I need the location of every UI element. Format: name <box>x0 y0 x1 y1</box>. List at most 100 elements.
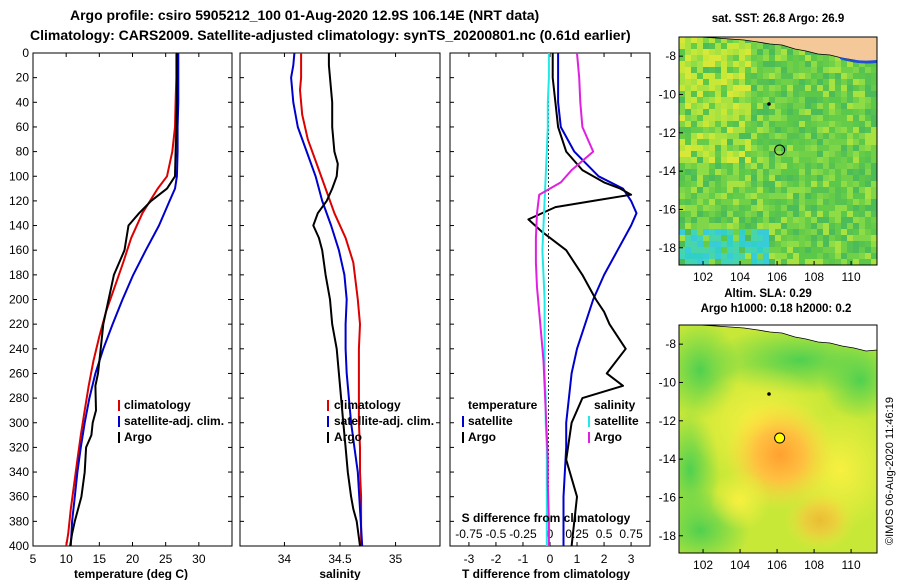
series-line-s-argo <box>534 52 595 546</box>
x-top-tick-label: 0.5 <box>596 527 613 541</box>
depth-tick-label: 380 <box>9 514 29 528</box>
x-tick-label: -2 <box>491 552 502 566</box>
map-lat-label: -16 <box>659 202 677 216</box>
sst-coastal-cold <box>840 57 877 64</box>
map-lat-label: -8 <box>665 337 676 351</box>
x-tick-label: 25 <box>159 552 173 566</box>
temperature-panel-frame <box>32 52 233 547</box>
sla-map-frame <box>678 324 878 554</box>
map-lat-label: -14 <box>659 164 677 178</box>
sla-map-title2: Argo h1000: 0.18 h2000: 0.2 <box>701 303 852 315</box>
sla-map-ticks: 102 104 106 108 110 -8 -10 -12 -14 -16 -18 <box>659 337 861 572</box>
map-lon-label: 108 <box>804 558 824 572</box>
map-lon-label: 104 <box>730 270 750 284</box>
sst-argo-marker <box>774 144 786 156</box>
difference-xlabel-top: S difference from climatology <box>462 511 631 525</box>
series-line-argo <box>312 53 361 547</box>
x-tick-label: 2 <box>601 552 608 566</box>
map-lat-label: -8 <box>665 49 676 63</box>
legend-t-satellite: satellite <box>468 414 513 428</box>
x-tick-label: 34 <box>278 552 292 566</box>
depth-tick-label: 340 <box>9 465 29 479</box>
sst-map-title: sat. SST: 26.8 Argo: 26.9 <box>712 13 845 25</box>
sla-argo-marker <box>774 432 786 444</box>
x-tick-label: 5 <box>30 552 37 566</box>
depth-tick-label: 0 <box>22 46 29 60</box>
sla-island-dot <box>767 392 771 396</box>
legend-t-argo: Argo <box>468 430 496 444</box>
x-top-tick-label: 0.25 <box>565 527 589 541</box>
x-top-tick-label: 0.75 <box>619 527 643 541</box>
difference-panel-frame <box>449 52 651 547</box>
x-tick-label: -1 <box>518 552 529 566</box>
map-lat-label: -12 <box>659 126 677 140</box>
map-lon-label: 104 <box>730 558 750 572</box>
x-tick-label: -3 <box>464 552 475 566</box>
sla-map-image <box>679 325 877 553</box>
depth-tick-label: 300 <box>9 416 29 430</box>
depth-tick-label: 360 <box>9 490 29 504</box>
map-lon-label: 108 <box>804 270 824 284</box>
legend-climatology: climatology <box>334 398 401 412</box>
map-lon-label: 106 <box>767 270 787 284</box>
depth-tick-label: 400 <box>9 539 29 553</box>
series-line-t-satellite <box>557 53 638 546</box>
x-tick-label: 1 <box>574 552 581 566</box>
legend-s-argo: Argo <box>594 430 622 444</box>
map-lon-label: 102 <box>693 558 713 572</box>
series-line-t-argo <box>527 53 633 547</box>
x-top-tick-label: -0.75 <box>455 527 483 541</box>
salinity-ticks: 34 34.5 35 <box>278 53 403 566</box>
legend-argo: Argo <box>124 430 152 444</box>
title-line1: Argo profile: csiro 5905212_100 01-Aug-2… <box>70 7 539 23</box>
depth-tick-label: 120 <box>9 194 29 208</box>
depth-tick-label: 220 <box>9 317 29 331</box>
map-lon-label: 102 <box>693 270 713 284</box>
map-lat-label: -10 <box>659 375 677 389</box>
legend-argo: Argo <box>334 430 362 444</box>
depth-tick-label: 200 <box>9 293 29 307</box>
depth-tick-label: 160 <box>9 243 29 257</box>
depth-tick-label: 140 <box>9 219 29 233</box>
sst-island-dot <box>767 102 771 106</box>
map-lat-label: -14 <box>659 452 677 466</box>
salinity-xlabel: salinity <box>319 567 361 580</box>
series-line-satellite-adj-clim- <box>69 53 180 547</box>
depth-tick-label: 240 <box>9 342 29 356</box>
series-line-argo <box>69 53 178 547</box>
sla-land <box>679 325 877 352</box>
difference-ticks: -3 -2 -1 0 1 2 3 -0.75 -0.5 -0.25 0 0.25 0.5 0.75 <box>455 53 643 566</box>
map-lat-label: -18 <box>659 529 677 543</box>
depth-ticks: 0 20 40 60 80 100 120 140 160 180 200 220 240 260 280 3… <box>9 46 650 553</box>
difference-xlabel: T difference from climatology <box>462 567 630 580</box>
imos-stamp: ©IMOS 06-Aug-2020 11:46:19 <box>884 397 896 545</box>
map-lon-label: 106 <box>767 558 787 572</box>
series-line-climatology <box>299 53 363 546</box>
map-lat-label: -12 <box>659 414 677 428</box>
x-top-tick-label: -0.5 <box>486 527 507 541</box>
series-line-climatology <box>65 53 178 547</box>
depth-tick-label: 320 <box>9 440 29 454</box>
title-line2: Climatology: CARS2009. Satellite-adjuste… <box>30 27 631 43</box>
sst-map-frame <box>678 36 878 266</box>
x-tick-label: 30 <box>192 552 206 566</box>
x-tick-label: 0 <box>547 552 554 566</box>
x-top-tick-label: -0.25 <box>509 527 537 541</box>
legend-satellite-adj: satellite-adj. clim. <box>124 414 224 428</box>
x-tick-label: 3 <box>628 552 635 566</box>
temperature-ticks: 5 10 15 20 25 30 <box>30 53 206 566</box>
x-tick-label: 15 <box>93 552 107 566</box>
x-tick-label: 10 <box>59 552 73 566</box>
depth-tick-label: 20 <box>16 71 30 85</box>
legend-satellite-adj: satellite-adj. clim. <box>334 414 434 428</box>
map-lat-label: -16 <box>659 490 677 504</box>
x-tick-label: 20 <box>126 552 140 566</box>
legend-salinity-title: salinity <box>594 398 636 412</box>
map-lon-label: 110 <box>842 558 861 572</box>
salinity-panel-frame <box>239 52 441 547</box>
profile-lines <box>65 52 638 547</box>
temperature-xlabel: temperature (deg C) <box>74 567 188 580</box>
sla-map-title1: Altim. SLA: 0.29 <box>724 288 812 300</box>
depth-tick-label: 60 <box>16 120 30 134</box>
map-lat-label: -18 <box>659 241 677 255</box>
